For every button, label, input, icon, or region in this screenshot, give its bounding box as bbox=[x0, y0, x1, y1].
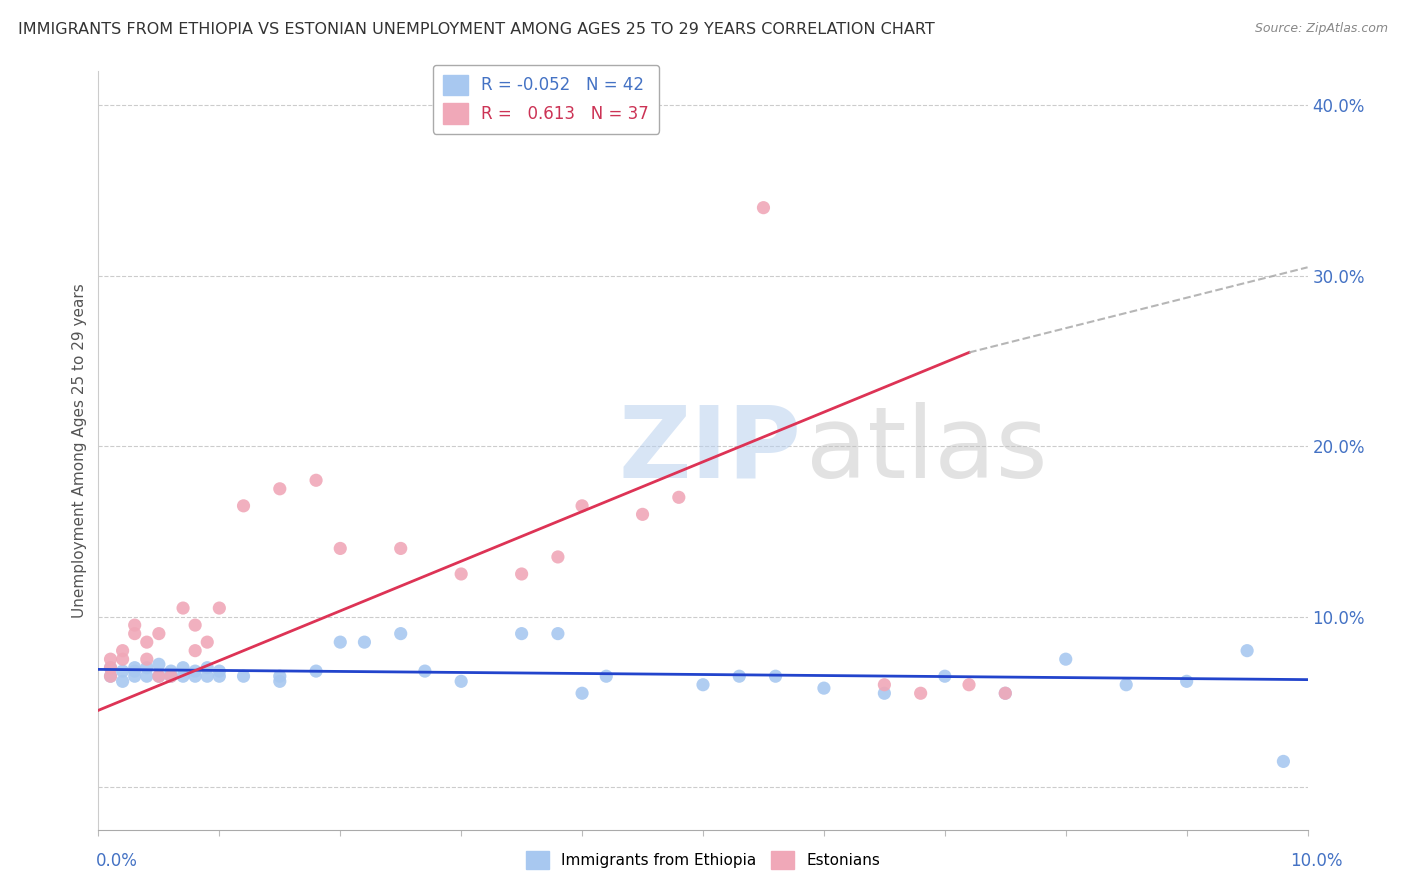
Point bbox=[195, 669, 218, 683]
Point bbox=[305, 473, 328, 487]
Point bbox=[595, 669, 617, 683]
Point bbox=[692, 678, 714, 692]
Point bbox=[1115, 678, 1137, 692]
Point bbox=[1272, 755, 1295, 769]
Point bbox=[148, 657, 170, 672]
Point bbox=[329, 541, 352, 556]
Y-axis label: Unemployment Among Ages 25 to 29 years: Unemployment Among Ages 25 to 29 years bbox=[72, 283, 87, 618]
Point bbox=[1054, 652, 1077, 666]
Point bbox=[957, 678, 980, 692]
Point bbox=[111, 664, 134, 678]
Point bbox=[172, 601, 194, 615]
Point bbox=[208, 601, 231, 615]
Point bbox=[184, 669, 207, 683]
Point bbox=[100, 661, 122, 675]
Point bbox=[148, 669, 170, 683]
Point bbox=[269, 482, 291, 496]
Point bbox=[111, 643, 134, 657]
Point bbox=[208, 664, 231, 678]
Text: ZIP: ZIP bbox=[619, 402, 801, 499]
Text: IMMIGRANTS FROM ETHIOPIA VS ESTONIAN UNEMPLOYMENT AMONG AGES 25 TO 29 YEARS CORR: IMMIGRANTS FROM ETHIOPIA VS ESTONIAN UNE… bbox=[18, 22, 935, 37]
Point bbox=[135, 669, 157, 683]
Point bbox=[389, 626, 412, 640]
Point bbox=[172, 669, 194, 683]
Point bbox=[232, 669, 254, 683]
Point bbox=[111, 674, 134, 689]
Point bbox=[571, 686, 593, 700]
Point bbox=[413, 664, 436, 678]
Point bbox=[269, 674, 291, 689]
Point bbox=[124, 669, 146, 683]
Point bbox=[195, 661, 218, 675]
Point bbox=[873, 686, 896, 700]
Point bbox=[135, 661, 157, 675]
Point bbox=[1236, 643, 1258, 657]
Point bbox=[100, 661, 122, 675]
Point bbox=[124, 664, 146, 678]
Text: 10.0%: 10.0% bbox=[1291, 852, 1343, 870]
Point bbox=[994, 686, 1017, 700]
Point bbox=[195, 635, 218, 649]
Point bbox=[450, 674, 472, 689]
Point bbox=[813, 681, 835, 695]
Point bbox=[510, 566, 533, 581]
Point bbox=[124, 626, 146, 640]
Point bbox=[1175, 674, 1198, 689]
Point bbox=[450, 566, 472, 581]
Point bbox=[172, 661, 194, 675]
Point bbox=[184, 664, 207, 678]
Point bbox=[873, 678, 896, 692]
Point bbox=[728, 669, 751, 683]
Text: atlas: atlas bbox=[806, 402, 1047, 499]
Point bbox=[353, 635, 375, 649]
Text: 0.0%: 0.0% bbox=[96, 852, 138, 870]
Point bbox=[160, 669, 183, 683]
Point bbox=[994, 686, 1017, 700]
Point bbox=[232, 499, 254, 513]
Point bbox=[269, 669, 291, 683]
Point bbox=[160, 664, 183, 678]
Point bbox=[668, 491, 690, 505]
Point bbox=[934, 669, 956, 683]
Point bbox=[389, 541, 412, 556]
Point bbox=[100, 669, 122, 683]
Point bbox=[184, 643, 207, 657]
Point bbox=[160, 669, 183, 683]
Point bbox=[184, 618, 207, 632]
Point bbox=[547, 626, 569, 640]
Point bbox=[148, 669, 170, 683]
Point bbox=[752, 201, 775, 215]
Point bbox=[135, 635, 157, 649]
Point bbox=[547, 549, 569, 564]
Point bbox=[208, 669, 231, 683]
Text: Source: ZipAtlas.com: Source: ZipAtlas.com bbox=[1254, 22, 1388, 36]
Point bbox=[305, 664, 328, 678]
Point bbox=[124, 618, 146, 632]
Point bbox=[631, 508, 654, 522]
Point bbox=[910, 686, 932, 700]
Point bbox=[100, 669, 122, 683]
Point bbox=[135, 652, 157, 666]
Point bbox=[765, 669, 787, 683]
Point bbox=[100, 652, 122, 666]
Point bbox=[329, 635, 352, 649]
Point bbox=[510, 626, 533, 640]
Point bbox=[124, 661, 146, 675]
Legend: R = -0.052   N = 42, R =   0.613   N = 37: R = -0.052 N = 42, R = 0.613 N = 37 bbox=[433, 64, 659, 134]
Point bbox=[111, 652, 134, 666]
Point bbox=[571, 499, 593, 513]
Point bbox=[148, 626, 170, 640]
Legend: Immigrants from Ethiopia, Estonians: Immigrants from Ethiopia, Estonians bbox=[520, 845, 886, 875]
